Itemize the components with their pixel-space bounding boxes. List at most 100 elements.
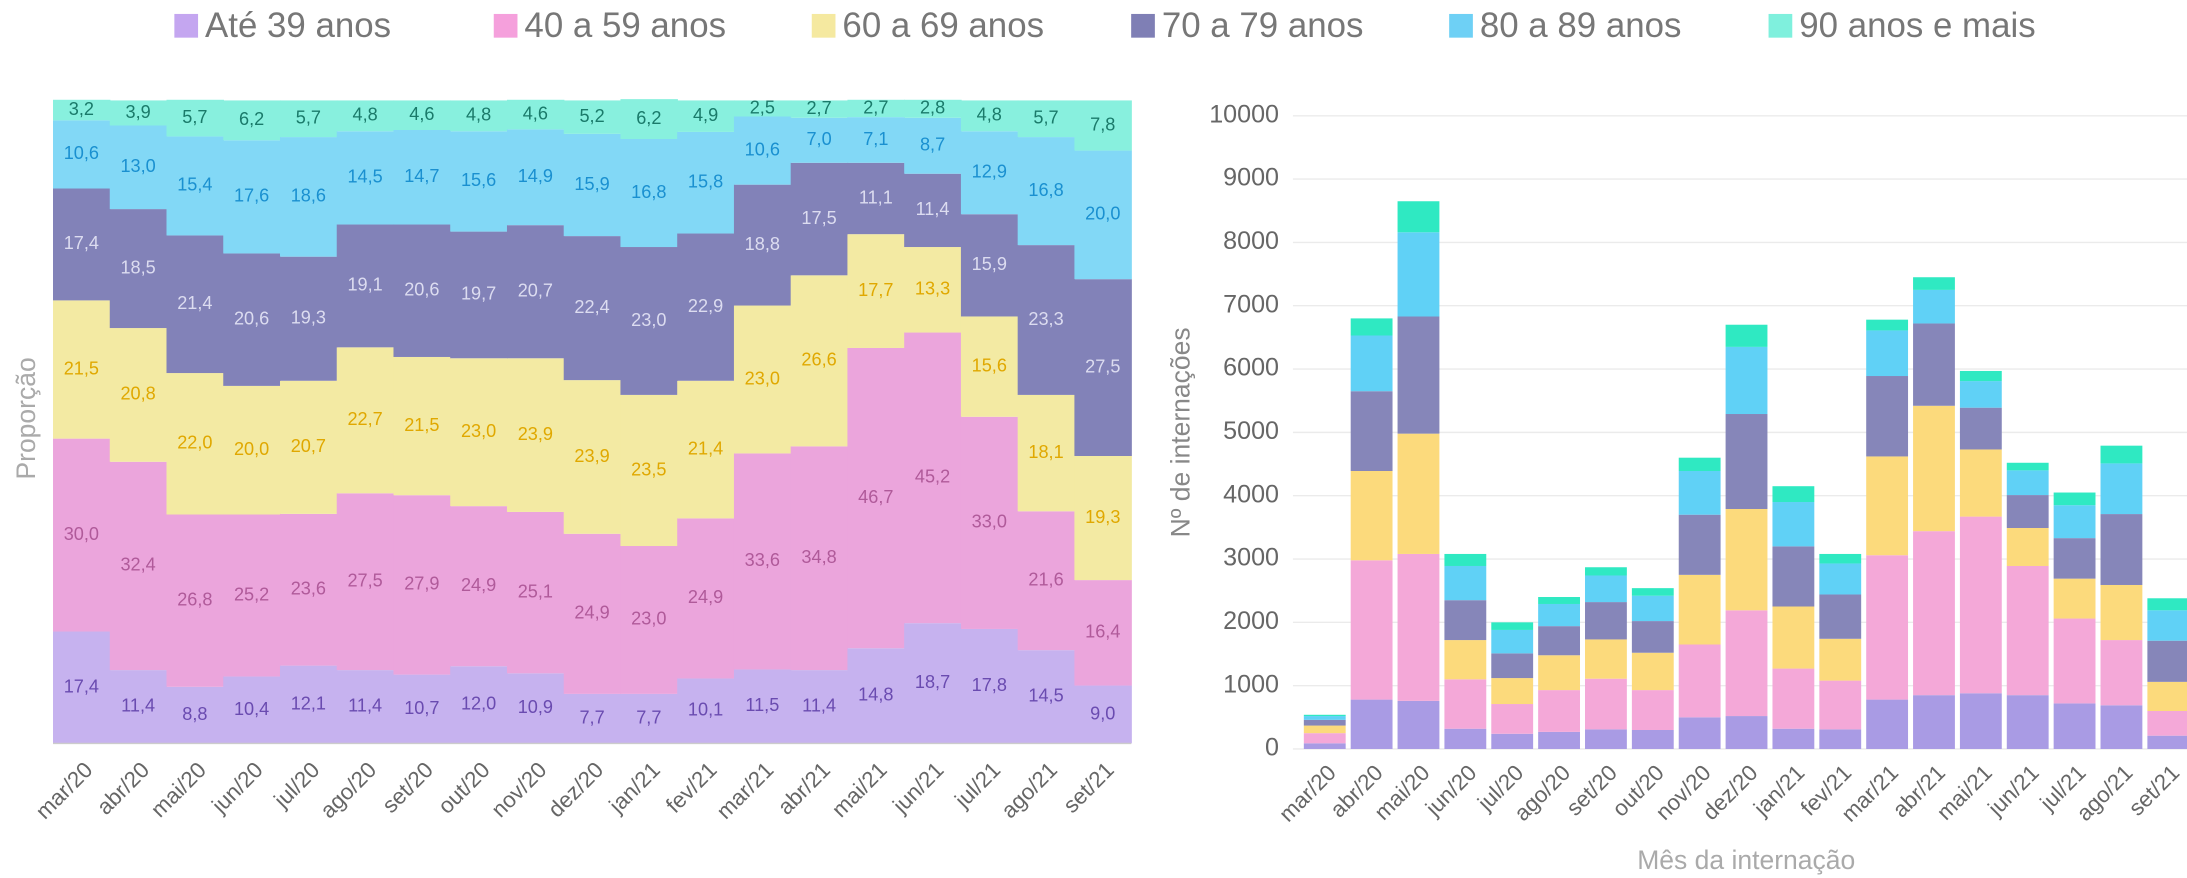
segment: [166, 99, 224, 137]
segment: [53, 631, 111, 744]
y-tick-label: 6000: [1223, 354, 1279, 382]
bar-segment: [1913, 323, 1955, 406]
bar-segment: [1866, 456, 1909, 556]
segment: [960, 100, 1019, 132]
segment: [336, 100, 395, 132]
segment: [847, 99, 905, 118]
segment: [1074, 685, 1132, 744]
bar-segment: [1538, 655, 1580, 691]
data-label: 26,6: [801, 350, 836, 370]
data-label: 11,1: [859, 187, 893, 207]
data-label: 16,8: [631, 182, 666, 202]
segment: [847, 162, 905, 235]
bar-segment: [1866, 330, 1909, 377]
bar-segment: [2053, 492, 2096, 506]
data-label: 16,4: [1085, 622, 1120, 642]
data-label: 24,9: [688, 587, 723, 607]
data-label: 20,0: [1085, 204, 1120, 224]
bar-segment: [1913, 277, 1955, 290]
segment: [166, 235, 224, 374]
segment: [506, 673, 565, 744]
segment: [53, 300, 111, 439]
segment: [109, 461, 168, 671]
segment: [904, 117, 962, 174]
segment: [109, 670, 168, 744]
bar-segment: [1725, 716, 1768, 749]
segment: [506, 225, 565, 359]
segment: [109, 100, 168, 126]
y-tick-label: 1000: [1223, 670, 1279, 698]
segment: [677, 518, 735, 679]
bar-segment: [1959, 381, 2002, 408]
segment: [1017, 511, 1076, 651]
bar-segment: [1959, 407, 2002, 450]
x-axis-label: Mês da internação: [1637, 845, 1855, 875]
bar-segment: [1819, 638, 1862, 681]
segment: [450, 231, 508, 359]
data-label: 23,9: [574, 446, 609, 466]
bar-segment: [1631, 729, 1674, 749]
segment: [904, 99, 962, 118]
segment: [1074, 150, 1132, 280]
data-label: 5,2: [579, 106, 604, 126]
data-label: 5,7: [296, 108, 321, 128]
segment: [109, 125, 168, 210]
legend-label: 60 a 69 anos: [842, 6, 1044, 45]
segment: [733, 669, 792, 744]
data-label: 2,7: [863, 97, 888, 117]
segment: [904, 332, 962, 624]
segment: [904, 173, 962, 248]
segment: [904, 623, 962, 744]
segment: [223, 676, 281, 744]
data-label: 23,6: [291, 579, 326, 599]
data-label: 23,5: [631, 459, 666, 479]
data-label: 4,8: [977, 105, 1002, 125]
segment: [279, 137, 338, 257]
data-label: 18,1: [1028, 442, 1063, 462]
bar-segment: [2100, 705, 2143, 749]
bar-segment: [1866, 699, 1909, 749]
bar-segment: [1350, 699, 1393, 749]
bar-segment: [1725, 610, 1768, 717]
data-label: 9,0: [1090, 703, 1115, 723]
bar-segment: [1819, 729, 1862, 749]
segment: [336, 493, 395, 671]
bar-segment: [1538, 597, 1580, 604]
data-label: 14,8: [858, 685, 893, 705]
segment: [450, 506, 508, 667]
data-label: 20,0: [234, 439, 269, 459]
segment: [847, 347, 905, 649]
segment: [109, 328, 168, 462]
data-label: 25,2: [234, 584, 269, 604]
x-tick-label: jun/21: [887, 757, 948, 818]
data-label: 4,9: [693, 105, 718, 125]
segment: [393, 129, 451, 225]
data-label: 11,4: [916, 199, 950, 219]
bar-segment: [1772, 606, 1815, 669]
bar-segment: [2100, 640, 2143, 706]
x-tick-label: set/20: [1561, 760, 1622, 821]
segment: [223, 514, 281, 677]
segment: [53, 99, 111, 121]
data-label: 8,7: [920, 135, 945, 155]
bar-segment: [1397, 433, 1440, 554]
legend-label: Até 39 anos: [205, 6, 391, 45]
segment: [677, 100, 735, 132]
x-tick-label: dez/20: [543, 757, 608, 822]
segment: [166, 136, 224, 236]
bar-segment: [2053, 618, 2096, 704]
segment: [960, 316, 1019, 417]
bar-segment: [1866, 376, 1909, 457]
x-tick-label: jan/21: [604, 757, 665, 818]
segment: [1074, 100, 1132, 151]
y-tick-label: 9000: [1223, 164, 1279, 192]
x-tick-label: jun/21: [1982, 760, 2043, 821]
data-label: 4,6: [523, 103, 548, 123]
bar-segment: [1585, 575, 1627, 603]
y-tick-label: 2000: [1223, 607, 1279, 635]
bar-segment: [2053, 505, 2096, 539]
segment: [450, 100, 508, 132]
segment: [1074, 580, 1132, 686]
